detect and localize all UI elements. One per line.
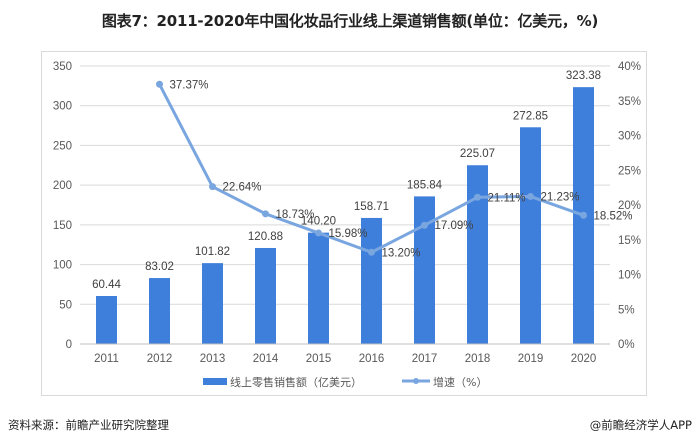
x-tick-label: 2019 — [518, 353, 544, 365]
x-axis: 2011 2012 2013 2014 2015 2016 2017 2018 2019 2020 — [80, 343, 610, 365]
legend-bar-label: 线上零售销售额（亿美元） — [230, 375, 362, 389]
bar-data-labels: 60.44 83.02 101.82 120.88 140.20 158.71 185.84… — [92, 70, 601, 291]
line-value-label: 22.64% — [223, 182, 262, 194]
line-value-label: 15.98% — [329, 228, 368, 240]
line-value-label: 13.20% — [382, 247, 421, 259]
line-value-label: 18.52% — [594, 210, 633, 222]
line-marker — [474, 193, 481, 201]
x-tick-label: 2017 — [412, 353, 438, 365]
right-tick-label: 20% — [618, 200, 641, 212]
bar — [308, 232, 329, 344]
line-value-label: 37.37% — [170, 79, 209, 91]
x-tick-label: 2016 — [359, 353, 385, 365]
x-tick-label: 2013 — [200, 353, 226, 365]
right-tick-label: 30% — [618, 131, 641, 143]
right-tick-label: 10% — [618, 270, 641, 282]
left-axis: 0 50 100 150 200 250 300 350 — [53, 61, 72, 351]
bar-value-label: 323.38 — [566, 70, 601, 82]
x-tick-label: 2015 — [306, 353, 332, 365]
bar-series — [96, 87, 594, 344]
bar-value-label: 225.07 — [460, 148, 495, 160]
chart-frame — [41, 51, 647, 396]
line-value-label: 18.73% — [276, 209, 315, 221]
line-marker — [580, 211, 587, 219]
line-marker — [156, 80, 163, 88]
left-tick-label: 150 — [53, 220, 72, 232]
line-marker — [209, 183, 216, 191]
legend-line-label: 增速（%） — [433, 375, 487, 389]
bar — [255, 247, 276, 344]
x-tick-label: 2020 — [571, 353, 597, 365]
right-tick-label: 40% — [618, 61, 641, 73]
right-axis: 0% 5% 10% 15% 20% 25% 30% 35% 40% — [618, 61, 641, 351]
line-marker — [527, 192, 534, 200]
x-tick-label: 2011 — [94, 353, 119, 365]
line-marker — [262, 210, 269, 218]
legend-line-marker — [413, 378, 419, 384]
line-value-label: 21.23% — [541, 191, 580, 203]
bar-value-label: 83.02 — [145, 261, 174, 273]
right-tick-label: 5% — [618, 304, 635, 316]
left-tick-label: 200 — [53, 180, 72, 192]
right-tick-label: 25% — [618, 165, 641, 177]
line-data-labels: 37.37% 22.64% 18.73% 15.98% 13.20% 17.09% 21.1… — [170, 79, 633, 259]
bar — [96, 295, 117, 344]
left-tick-label: 100 — [53, 260, 72, 272]
bar-value-label: 120.88 — [248, 231, 283, 243]
line-marker — [421, 221, 428, 229]
legend-bar-swatch — [203, 378, 227, 385]
line-marker — [315, 229, 322, 237]
bar — [202, 263, 223, 344]
left-tick-label: 0 — [66, 339, 72, 351]
bar-value-label: 158.71 — [354, 201, 389, 213]
left-tick-label: 250 — [53, 140, 72, 152]
bar-value-label: 272.85 — [513, 110, 548, 122]
line-marker — [368, 248, 375, 256]
line-series — [156, 80, 587, 256]
legend: 线上零售销售额（亿美元） 增速（%） — [203, 375, 487, 389]
left-tick-label: 350 — [53, 61, 72, 73]
left-tick-label: 50 — [59, 299, 72, 311]
bar — [149, 278, 170, 344]
right-tick-label: 15% — [618, 235, 641, 247]
bar — [414, 196, 435, 344]
left-tick-label: 300 — [53, 101, 72, 113]
bar — [520, 127, 541, 344]
bar-value-label: 101.82 — [195, 246, 230, 258]
credit-note: @前瞻经济学人APP — [589, 418, 692, 432]
bar-value-label: 140.20 — [301, 216, 336, 228]
line-value-label: 21.11% — [488, 192, 526, 204]
right-tick-label: 0% — [618, 339, 635, 351]
line-value-label: 17.09% — [435, 220, 474, 232]
x-tick-label: 2018 — [465, 353, 491, 365]
bar-value-label: 185.84 — [407, 179, 443, 191]
source-note: 资料来源：前瞻产业研究院整理 — [8, 418, 169, 432]
bar — [467, 165, 488, 344]
right-tick-label: 35% — [618, 96, 641, 108]
chart-title: 图表7：2011-2020年中国化妆品行业线上渠道销售额(单位：亿美元，%) — [101, 12, 599, 30]
bar-value-label: 60.44 — [92, 279, 121, 291]
x-tick-label: 2012 — [147, 353, 173, 365]
x-tick-label: 2014 — [253, 353, 279, 365]
